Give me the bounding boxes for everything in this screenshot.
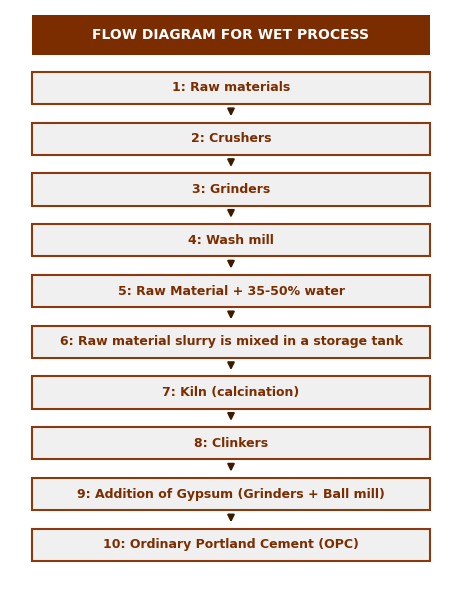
Text: 4: Wash mill: 4: Wash mill: [188, 234, 274, 247]
Bar: [32, 15, 430, 55]
Bar: [32, 72, 430, 104]
Text: 6: Raw material slurry is mixed in a storage tank: 6: Raw material slurry is mixed in a sto…: [60, 336, 402, 348]
Text: 9: Addition of Gypsum (Grinders + Ball mill): 9: Addition of Gypsum (Grinders + Ball m…: [77, 488, 385, 501]
Text: 8: Clinkers: 8: Clinkers: [194, 437, 268, 450]
Bar: [32, 224, 430, 256]
Text: 1: Raw materials: 1: Raw materials: [172, 82, 290, 94]
Text: 7: Kiln (calcination): 7: Kiln (calcination): [162, 386, 300, 399]
Bar: [32, 173, 430, 206]
Text: FLOW DIAGRAM FOR WET PROCESS: FLOW DIAGRAM FOR WET PROCESS: [92, 28, 370, 42]
Bar: [32, 529, 430, 561]
Text: 2: Crushers: 2: Crushers: [191, 132, 271, 145]
Text: 3: Grinders: 3: Grinders: [192, 183, 270, 196]
Text: 10: Ordinary Portland Cement (OPC): 10: Ordinary Portland Cement (OPC): [103, 538, 359, 551]
Text: 5: Raw Material + 35-50% water: 5: Raw Material + 35-50% water: [117, 284, 345, 297]
Bar: [32, 377, 430, 409]
Bar: [32, 326, 430, 358]
Bar: [32, 427, 430, 460]
Bar: [32, 275, 430, 307]
Bar: [32, 123, 430, 155]
Bar: [32, 478, 430, 510]
